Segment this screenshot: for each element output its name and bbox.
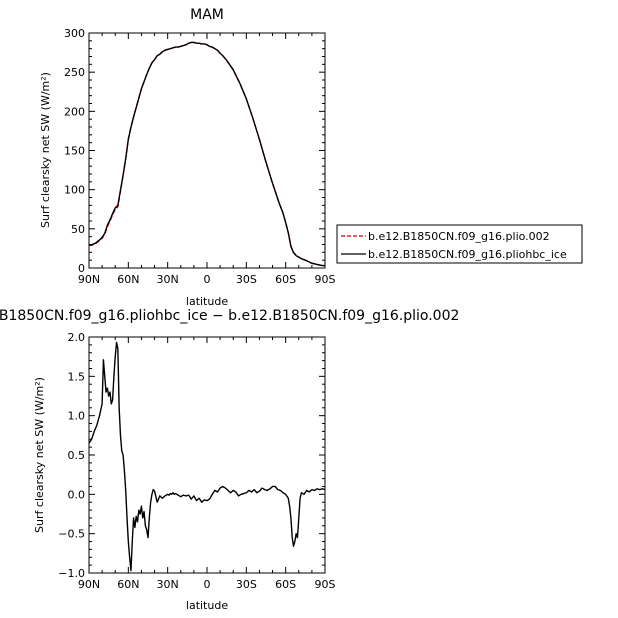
top-y-tick-label: 250 (64, 66, 85, 79)
top-y-tick-label: 50 (71, 223, 85, 236)
top-panel-title: MAM (190, 7, 224, 23)
bottom-x-tick-label: 0 (204, 578, 211, 591)
bottom-y-tick-label: 1.0 (68, 410, 86, 423)
legend-box (336, 224, 583, 264)
top-y-tick-label: 0 (78, 262, 85, 275)
bottom-plot-frame (88, 336, 326, 574)
legend: b.e12.B1850CN.f09_g16.plio.002 b.e12.B18… (336, 224, 583, 264)
bottom-y-tick-label: 2.0 (68, 331, 86, 344)
top-series-line-0 (89, 41, 325, 267)
bottom-x-tick-label: 90S (315, 578, 336, 591)
bottom-y-tick-label: −0.5 (58, 528, 85, 541)
bottom-y-tick-label: 0.5 (68, 449, 86, 462)
bottom-panel: b.e12.B1850CN.f09_g16.pliohbc_ice − b.e1… (0, 308, 459, 612)
top-x-tick-label: 90N (78, 273, 100, 286)
bottom-x-tick-label: 30N (157, 578, 179, 591)
legend-label-plio: b.e12.B1850CN.f09_g16.plio.002 (368, 230, 550, 243)
top-y-tick-label: 150 (64, 145, 85, 158)
top-x-tick-label: 30N (157, 273, 179, 286)
bottom-y-tick-label: −1.0 (58, 567, 85, 580)
bottom-y-tick-label: 1.5 (68, 370, 86, 383)
bottom-axis-ticks: 90N 60N 30N 0 30S 60S 90S −1.0 −0.5 0.0 0.5 1.0 1.5 2… (58, 331, 335, 591)
bottom-y-axis-label: Surf clearsky net SW (W/m²) (33, 377, 46, 533)
top-x-axis-label: latitude (186, 295, 228, 308)
bottom-x-tick-label: 60N (117, 578, 139, 591)
top-x-tick-label: 0 (204, 273, 211, 286)
bottom-x-axis-label: latitude (186, 599, 228, 612)
top-axis-ticks: 90N 60N 30N 0 30S 60S 90S 0 50 100 150 200 250 300 (64, 27, 336, 286)
top-x-tick-label: 30S (236, 273, 257, 286)
top-y-axis-label: Surf clearsky net SW (W/m²) (39, 72, 52, 228)
top-series-group (89, 41, 325, 267)
bottom-x-tick-label: 90N (78, 578, 100, 591)
top-series-line-1 (89, 41, 325, 267)
top-y-tick-label: 200 (64, 105, 85, 118)
top-y-tick-label: 100 (64, 184, 85, 197)
top-x-tick-label: 60N (117, 273, 139, 286)
bottom-x-tick-label: 30S (236, 578, 257, 591)
bottom-series-group (88, 341, 326, 572)
top-panel: MAM 90N 60N 30N 0 30S 60S 90S 0 50 100 150 200 250 30… (39, 7, 336, 308)
legend-label-pliohbc: b.e12.B1850CN.f09_g16.pliohbc_ice (368, 248, 567, 261)
top-x-tick-label: 90S (315, 273, 336, 286)
bottom-series-line-0 (88, 341, 326, 572)
bottom-y-tick-label: 0.0 (68, 488, 86, 501)
top-y-tick-label: 300 (64, 27, 85, 40)
top-x-tick-label: 60S (275, 273, 296, 286)
bottom-panel-title: b.e12.B1850CN.f09_g16.pliohbc_ice − b.e1… (0, 308, 459, 324)
top-plot-frame (88, 32, 326, 269)
bottom-x-tick-label: 60S (275, 578, 296, 591)
